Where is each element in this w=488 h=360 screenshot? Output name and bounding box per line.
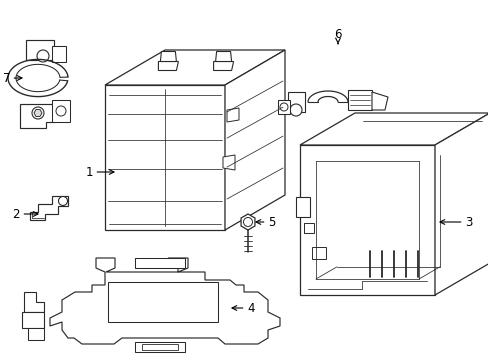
Polygon shape [105,85,224,230]
Polygon shape [108,282,218,322]
Polygon shape [105,50,285,85]
Polygon shape [213,62,233,71]
Polygon shape [215,51,231,62]
Circle shape [243,217,252,226]
Polygon shape [52,100,70,122]
Text: 4: 4 [231,302,254,315]
Circle shape [37,50,49,62]
Polygon shape [241,214,254,230]
Polygon shape [304,223,313,233]
Polygon shape [278,100,289,114]
Polygon shape [295,197,309,217]
Polygon shape [20,104,54,128]
Text: 6: 6 [334,28,341,44]
Polygon shape [50,258,280,344]
Polygon shape [434,113,488,295]
Circle shape [56,106,66,116]
Polygon shape [142,344,178,350]
Polygon shape [24,292,44,312]
Circle shape [59,197,67,206]
Polygon shape [287,92,305,112]
Polygon shape [226,108,239,122]
Polygon shape [26,40,54,60]
Polygon shape [371,92,387,110]
Polygon shape [224,50,285,230]
Circle shape [280,103,287,111]
Text: 2: 2 [13,207,38,220]
Polygon shape [347,90,371,110]
Text: 5: 5 [256,216,275,229]
Polygon shape [158,62,178,71]
Polygon shape [299,145,434,295]
Circle shape [289,104,302,116]
Polygon shape [28,328,44,340]
Polygon shape [135,258,184,268]
Polygon shape [52,46,66,62]
Polygon shape [135,342,184,352]
Polygon shape [30,196,68,220]
Circle shape [32,107,44,119]
Polygon shape [34,109,42,117]
Text: 1: 1 [85,166,114,179]
Polygon shape [160,51,176,62]
Polygon shape [22,312,44,328]
Polygon shape [299,113,488,145]
Text: 7: 7 [2,72,22,85]
Text: 3: 3 [439,216,471,229]
Polygon shape [223,155,235,170]
Polygon shape [311,247,325,259]
